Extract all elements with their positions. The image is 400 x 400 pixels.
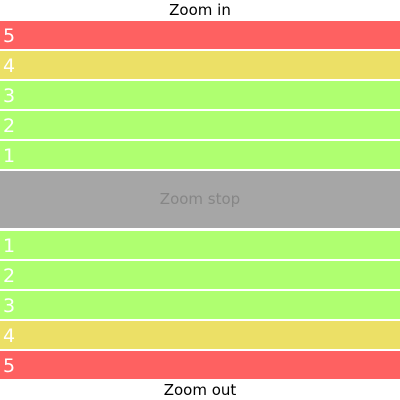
zoom-in-level-3[interactable]: 3 [0, 81, 400, 109]
zoom-in-level-1[interactable]: 1 [0, 141, 400, 169]
zoom-out-level-1-label: 1 [3, 235, 16, 257]
zoom-in-level-2-label: 2 [3, 115, 16, 137]
zoom-stop-label: Zoom stop [159, 190, 241, 208]
zoom-in-level-2[interactable]: 2 [0, 111, 400, 139]
zoom-out-level-5[interactable]: 5 [0, 351, 400, 379]
zoom-in-level-5[interactable]: 5 [0, 21, 400, 49]
zoom-in-label: Zoom in [169, 1, 231, 19]
zoom-out-level-4[interactable]: 4 [0, 321, 400, 349]
zoom-stop-button[interactable]: Zoom stop [0, 171, 400, 228]
zoom-out-level-3[interactable]: 3 [0, 291, 400, 319]
zoom-out-level-2[interactable]: 2 [0, 261, 400, 289]
zoom-in-level-5-label: 5 [3, 25, 16, 47]
zoom-in-level-4[interactable]: 4 [0, 51, 400, 79]
zoom-out-level-5-label: 5 [3, 355, 16, 377]
zoom-in-level-3-label: 3 [3, 85, 16, 107]
zoom-out-label: Zoom out [163, 381, 237, 399]
zoom-in-level-1-label: 1 [3, 145, 16, 167]
zoom-out-level-2-label: 2 [3, 265, 16, 287]
zoom-in-level-4-label: 4 [3, 55, 16, 77]
zoom-out-level-3-label: 3 [3, 295, 16, 317]
zoom-out-level-1[interactable]: 1 [0, 231, 400, 259]
zoom-out-level-4-label: 4 [3, 325, 16, 347]
